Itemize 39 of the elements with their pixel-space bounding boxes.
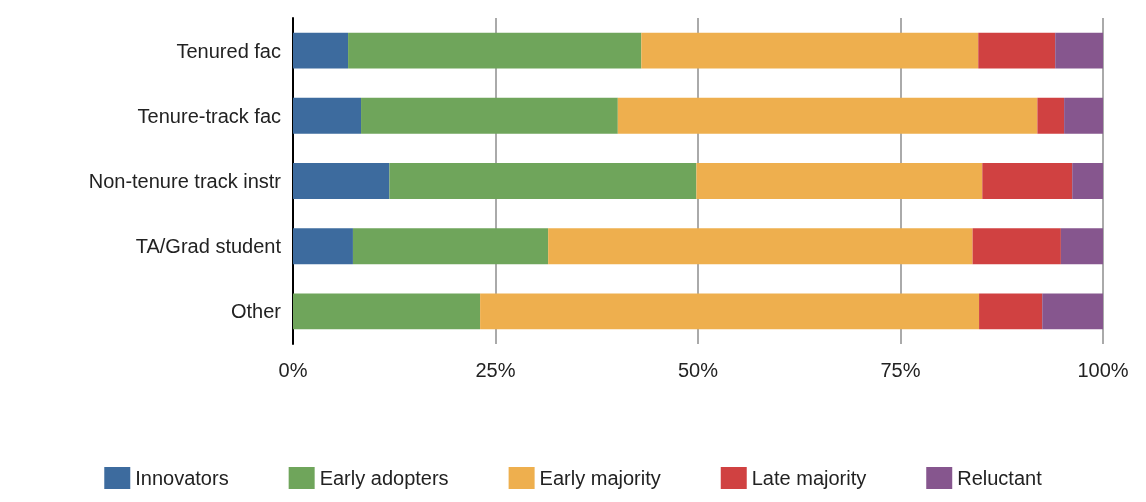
bar <box>617 97 1038 134</box>
bar <box>979 293 1043 330</box>
bar <box>1064 97 1103 134</box>
legend-label: Early adopters <box>319 467 449 489</box>
bar <box>982 163 1073 199</box>
x-tick-label: 100% <box>1077 359 1129 381</box>
bar <box>352 228 549 265</box>
bar <box>389 163 697 199</box>
bar <box>293 293 481 330</box>
x-tick-label: 25% <box>475 359 516 381</box>
bar <box>480 293 980 330</box>
bar <box>361 97 618 134</box>
x-tick-label: 50% <box>677 359 719 381</box>
bar <box>293 97 362 134</box>
bar <box>978 32 1056 69</box>
bar <box>348 32 642 69</box>
bar <box>696 163 983 199</box>
legend-label: Late majority <box>751 467 867 489</box>
bar <box>293 32 349 69</box>
y-tick-label: Tenure-track fac <box>137 104 281 127</box>
bar <box>972 228 1061 265</box>
bar <box>641 32 979 69</box>
bar <box>293 163 390 199</box>
x-tick-label: 0% <box>278 359 308 381</box>
bar <box>548 228 973 265</box>
y-tick-label: Non-tenure track instr <box>88 170 282 192</box>
x-tick-label: 75% <box>880 359 921 381</box>
legend-label: Early majority <box>539 467 661 489</box>
bar <box>1042 293 1103 330</box>
bar <box>1037 97 1065 134</box>
bar <box>1072 163 1103 199</box>
bar <box>1060 228 1103 265</box>
bar <box>1055 32 1103 69</box>
bar <box>293 228 353 265</box>
y-tick-label: Tenured fac <box>176 39 281 62</box>
y-tick-label: TA/Grad student <box>135 235 282 258</box>
legend-label: Reluctant <box>957 467 1043 489</box>
y-tick-label: Other <box>230 300 282 323</box>
legend-label: Innovators <box>135 467 229 489</box>
